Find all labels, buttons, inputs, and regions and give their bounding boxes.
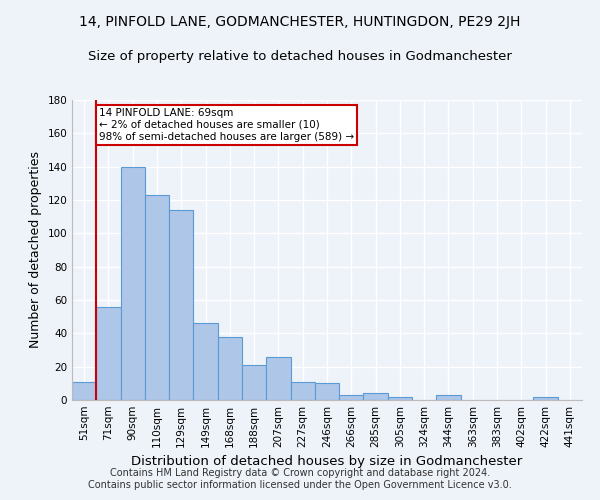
Bar [533, 396, 558, 400]
Bar [121, 166, 145, 400]
Bar [388, 396, 412, 400]
Bar [364, 394, 388, 400]
Bar [193, 324, 218, 400]
Y-axis label: Number of detached properties: Number of detached properties [29, 152, 42, 348]
Bar [290, 382, 315, 400]
Bar [266, 356, 290, 400]
Text: 14, PINFOLD LANE, GODMANCHESTER, HUNTINGDON, PE29 2JH: 14, PINFOLD LANE, GODMANCHESTER, HUNTING… [79, 15, 521, 29]
X-axis label: Distribution of detached houses by size in Godmanchester: Distribution of detached houses by size … [131, 456, 523, 468]
Bar [145, 195, 169, 400]
Text: Size of property relative to detached houses in Godmanchester: Size of property relative to detached ho… [88, 50, 512, 63]
Bar [339, 395, 364, 400]
Bar [218, 336, 242, 400]
Text: 14 PINFOLD LANE: 69sqm
← 2% of detached houses are smaller (10)
98% of semi-deta: 14 PINFOLD LANE: 69sqm ← 2% of detached … [99, 108, 354, 142]
Bar [72, 382, 96, 400]
Text: Contains HM Land Registry data © Crown copyright and database right 2024.
Contai: Contains HM Land Registry data © Crown c… [88, 468, 512, 490]
Bar [96, 306, 121, 400]
Bar [436, 395, 461, 400]
Bar [169, 210, 193, 400]
Bar [315, 384, 339, 400]
Bar [242, 365, 266, 400]
